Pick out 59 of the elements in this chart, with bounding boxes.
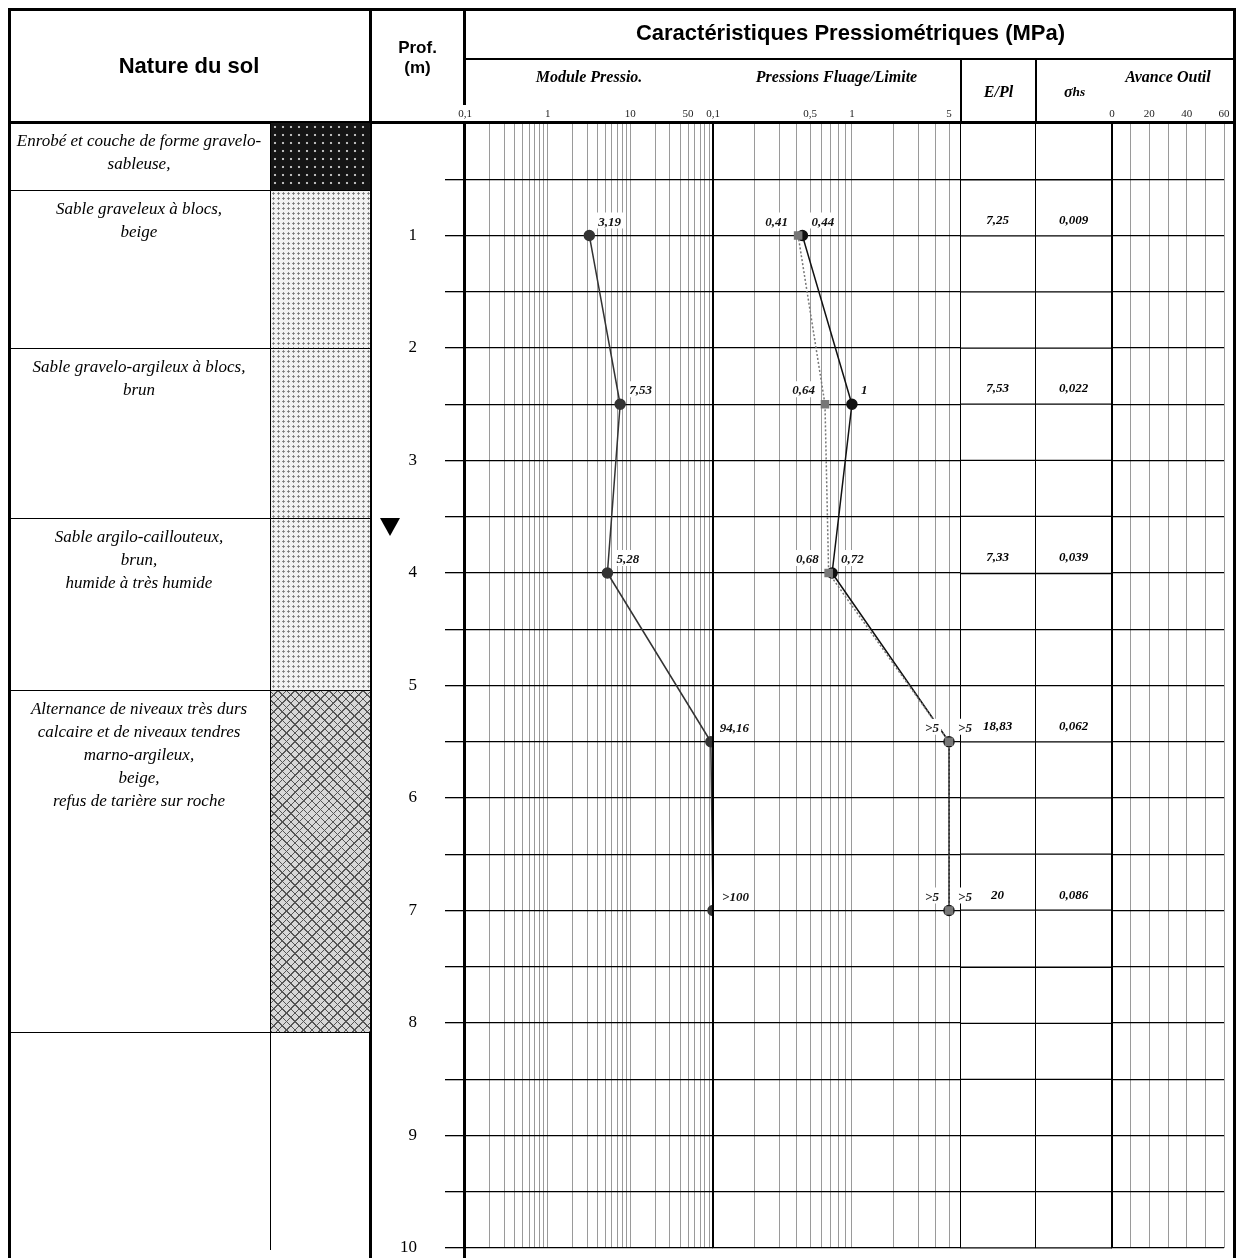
x-tick-label: 1 bbox=[849, 107, 855, 120]
chart-title: Avance Outil bbox=[1123, 68, 1212, 86]
chart-title: Pressions Fluage/Limite bbox=[754, 68, 919, 86]
data-label: >5 bbox=[925, 719, 940, 735]
data-label: 0,44 bbox=[811, 213, 835, 229]
x-tick-label: 0,5 bbox=[803, 107, 818, 120]
text: 0,062 bbox=[1057, 717, 1090, 734]
text: Caractéristiques Pressiométriques (MPa) bbox=[465, 8, 1236, 60]
text: Nature du sol bbox=[117, 51, 261, 80]
x-tick-label: 10 bbox=[624, 107, 637, 120]
x-tick-label: 60 bbox=[1218, 107, 1230, 120]
x-tick-label: 5 bbox=[946, 107, 953, 120]
text: 0,022 bbox=[1057, 380, 1090, 397]
data-label: 3,19 bbox=[597, 213, 622, 229]
text: Alternance de niveaux très durs calcaire et de niveaux tendres marno-argileux, beige, refus de tarière sur roche bbox=[29, 698, 249, 812]
x-tick-label: 0,1 bbox=[706, 107, 720, 120]
x-tick-label: 40 bbox=[1181, 107, 1193, 120]
text: 7,53 bbox=[985, 380, 1010, 397]
y-tick-label: 4 bbox=[408, 562, 418, 582]
x-tick-label: 50 bbox=[682, 107, 695, 120]
x-tick-label: 1 bbox=[544, 107, 551, 120]
data-label: 94,16 bbox=[719, 719, 750, 735]
data-label: 0,68 bbox=[795, 551, 820, 566]
text: 0,039 bbox=[1057, 549, 1090, 565]
y-tick-label: 10 bbox=[400, 1237, 417, 1257]
data-label: >5 bbox=[925, 888, 940, 904]
text: 20 bbox=[991, 886, 1004, 902]
y-tick-label: 5 bbox=[408, 674, 417, 694]
y-tick-label: 3 bbox=[408, 449, 417, 469]
data-label: 0,41 bbox=[765, 213, 789, 229]
data-label: >5 bbox=[958, 719, 973, 735]
data-label: 7,53 bbox=[629, 382, 653, 398]
text: 18,83 bbox=[982, 717, 1013, 733]
data-label: 1 bbox=[860, 382, 868, 398]
text: 7,25 bbox=[985, 211, 1010, 228]
y-tick-label: 9 bbox=[408, 1124, 417, 1144]
y-axis-title: Prof. (m) bbox=[397, 38, 438, 78]
text: Sable gravelo-argileux à blocs, brun bbox=[31, 356, 247, 401]
text: 0,086 bbox=[1057, 886, 1090, 903]
data-label: 0,72 bbox=[841, 551, 865, 566]
x-tick-label: 0 bbox=[1109, 107, 1116, 120]
text: Sable graveleux à blocs, beige bbox=[54, 198, 224, 243]
chart-title: Module Pressio. bbox=[534, 68, 644, 86]
x-tick-label: 0,1 bbox=[458, 107, 472, 120]
x-tick-label: 20 bbox=[1143, 107, 1156, 120]
data-label: >100 bbox=[722, 888, 750, 904]
y-tick-label: 6 bbox=[408, 787, 417, 807]
data-label: >5 bbox=[958, 888, 973, 904]
data-label: 0,64 bbox=[792, 382, 816, 398]
data-label: 5,28 bbox=[616, 551, 640, 566]
text: Enrobé et couche de forme gravelo-sableuse, bbox=[15, 130, 263, 175]
y-tick-label: 2 bbox=[408, 337, 417, 357]
text: Sable argilo-caillouteux, brun, humide à très humide bbox=[53, 526, 225, 594]
text: 7,33 bbox=[985, 549, 1010, 565]
y-tick-label: 1 bbox=[408, 224, 417, 244]
y-tick-label: 8 bbox=[408, 1012, 417, 1032]
text: E/Pl bbox=[960, 60, 1035, 123]
text: 0,009 bbox=[1057, 211, 1090, 228]
y-tick-label: 7 bbox=[408, 899, 418, 919]
